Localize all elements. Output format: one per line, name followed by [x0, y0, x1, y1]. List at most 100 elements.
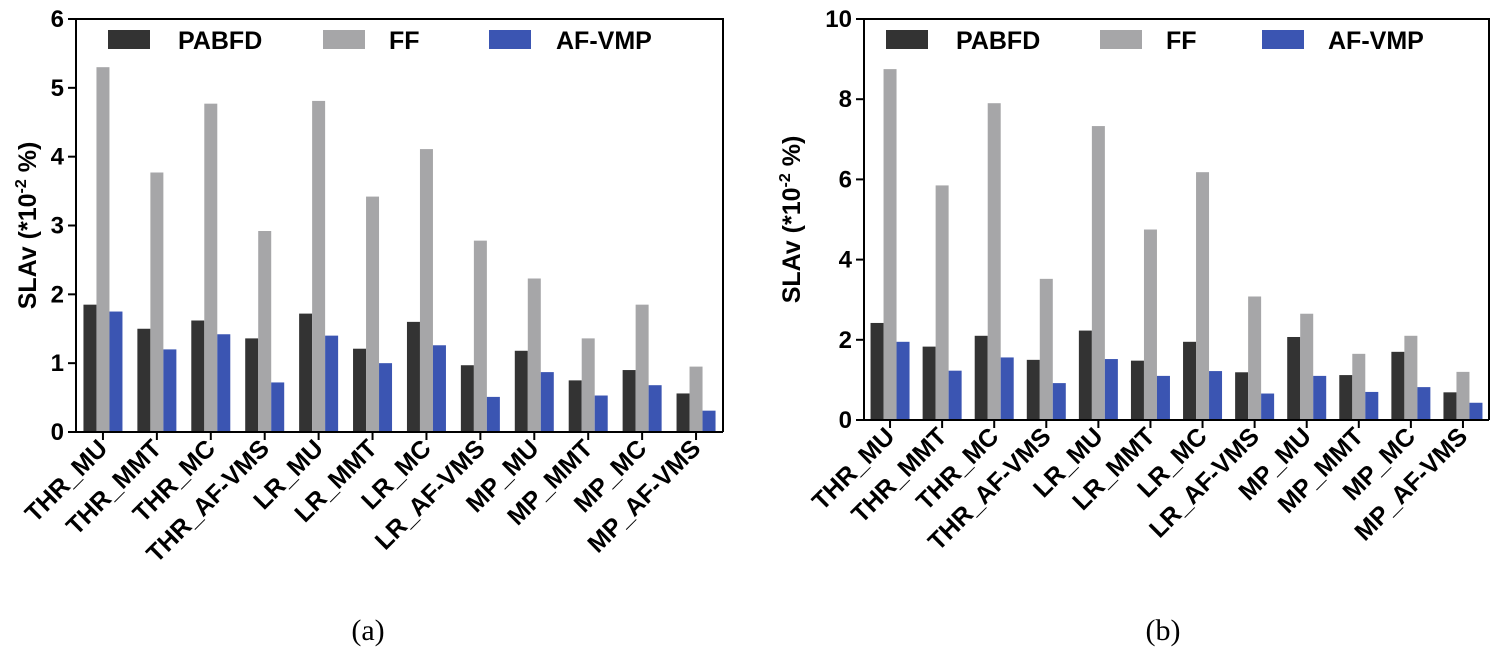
- panel-caption: (a): [351, 614, 384, 647]
- bar-af-vmp-lr-mc: [1209, 371, 1223, 420]
- bar-pabfd-mp-mu: [1287, 336, 1301, 420]
- bar-af-vmp-lr-mc: [432, 345, 446, 432]
- bar-pabfd-mp-mmt: [1339, 375, 1353, 420]
- y-tick-label: 5: [51, 75, 64, 102]
- y-axis-title-exponent: -2: [777, 173, 794, 187]
- y-axis-title-main: SLAv (*10: [778, 187, 806, 303]
- y-tick-label: 4: [839, 247, 853, 274]
- legend-swatch-pabfd: [886, 30, 928, 49]
- y-tick-label: 6: [839, 166, 852, 193]
- bar-pabfd-lr-mmt: [1130, 360, 1144, 420]
- bar-af-vmp-mp-mmt: [1365, 391, 1379, 420]
- legend-swatch-ff: [1100, 30, 1142, 49]
- bar-ff-lr-mmt: [1143, 229, 1157, 420]
- bar-ff-mp-mu: [527, 278, 541, 432]
- bar-af-vmp-mp-mc: [648, 385, 662, 432]
- y-tick-label: 10: [825, 6, 852, 33]
- legend-label-af-vmp: AF-VMP: [556, 27, 652, 55]
- bar-ff-lr-mc: [1196, 172, 1210, 420]
- bar-pabfd-mp-af-vms: [1443, 392, 1457, 420]
- legend-label-ff: FF: [1166, 27, 1197, 55]
- y-tick-label: 4: [51, 144, 65, 171]
- bar-ff-lr-mu: [1091, 126, 1105, 420]
- bar-ff-thr-mu: [883, 69, 897, 420]
- bar-pabfd-mp-mc: [1391, 351, 1405, 420]
- y-tick-label: 6: [51, 6, 64, 33]
- chart-panel-b: 0246810THR_MUTHR_MMTTHR_MCTHR_AF-VMSLR_M…: [777, 6, 1490, 647]
- bar-ff-mp-mmt: [1352, 353, 1366, 420]
- bar-ff-lr-mc: [419, 149, 433, 432]
- y-tick-label: 1: [51, 350, 64, 377]
- bar-pabfd-lr-mc: [406, 321, 420, 432]
- bar-pabfd-thr-mu: [870, 322, 884, 420]
- bar-af-vmp-thr-mu: [109, 311, 123, 432]
- bar-ff-lr-mu: [312, 100, 326, 432]
- bar-pabfd-lr-mc: [1183, 341, 1197, 420]
- bar-ff-mp-af-vms: [689, 366, 703, 432]
- bar-pabfd-lr-mu: [1078, 330, 1092, 420]
- bar-af-vmp-mp-af-vms: [702, 410, 716, 432]
- bar-pabfd-mp-mc: [622, 370, 636, 432]
- bar-ff-lr-mmt: [366, 196, 380, 432]
- y-axis-title: SLAv (*10-2 %): [13, 142, 42, 310]
- y-tick-label: 0: [51, 419, 64, 446]
- bar-af-vmp-mp-mmt: [594, 395, 608, 432]
- bar-af-vmp-lr-af-vms: [1261, 393, 1275, 420]
- bar-pabfd-thr-mc: [974, 335, 988, 420]
- y-tick-label: 3: [51, 213, 64, 240]
- legend-label-pabfd: PABFD: [178, 27, 262, 55]
- bar-af-vmp-thr-mc: [217, 334, 231, 432]
- bar-pabfd-lr-af-vms: [460, 365, 474, 432]
- y-axis-title-unit: %): [778, 136, 806, 174]
- bar-ff-mp-af-vms: [1456, 371, 1470, 420]
- bar-af-vmp-thr-mmt: [163, 349, 177, 432]
- legend-label-ff: FF: [389, 27, 420, 55]
- bar-af-vmp-lr-af-vms: [486, 396, 500, 432]
- bar-ff-thr-af-vms: [258, 231, 272, 432]
- bar-af-vmp-thr-af-vms: [271, 382, 285, 432]
- bar-af-vmp-mp-mu: [540, 372, 554, 432]
- y-axis-title-unit: %): [14, 142, 42, 180]
- bar-ff-mp-mu: [1300, 313, 1314, 420]
- y-tick-label: 0: [839, 407, 852, 434]
- bar-af-vmp-lr-mu: [325, 335, 339, 432]
- bar-pabfd-mp-mu: [514, 350, 528, 432]
- legend-swatch-af-vmp: [1262, 30, 1304, 49]
- bar-af-vmp-thr-mmt: [948, 370, 962, 420]
- bar-ff-mp-mc: [1404, 335, 1418, 420]
- bar-pabfd-thr-mu: [83, 304, 97, 432]
- bar-pabfd-mp-mmt: [568, 380, 582, 432]
- bar-af-vmp-thr-af-vms: [1052, 383, 1066, 420]
- bar-ff-thr-mmt: [935, 185, 949, 420]
- bar-pabfd-lr-mu: [299, 313, 313, 432]
- bar-pabfd-thr-af-vms: [1026, 359, 1040, 420]
- bar-pabfd-lr-af-vms: [1235, 372, 1249, 420]
- chart-panel-a: 0123456THR_MUTHR_MMTTHR_MCTHR_AF-VMSLR_M…: [13, 6, 724, 647]
- bar-ff-thr-mc: [987, 103, 1001, 421]
- legend-label-af-vmp: AF-VMP: [1328, 27, 1424, 55]
- legend-swatch-af-vmp: [489, 30, 531, 49]
- bar-ff-thr-mc: [204, 103, 218, 432]
- bar-ff-lr-af-vms: [473, 240, 487, 432]
- panel-caption: (b): [1146, 614, 1181, 647]
- legend-label-pabfd: PABFD: [956, 27, 1040, 55]
- bar-pabfd-thr-mc: [191, 320, 205, 432]
- bar-ff-mp-mmt: [581, 338, 595, 432]
- bar-ff-thr-mmt: [150, 172, 164, 432]
- bar-pabfd-thr-mmt: [922, 346, 936, 420]
- bar-af-vmp-thr-mu: [896, 341, 910, 420]
- bar-ff-mp-mc: [635, 304, 649, 432]
- bar-ff-thr-mu: [96, 67, 110, 432]
- y-axis-title-exponent: -2: [13, 179, 30, 193]
- bar-af-vmp-lr-mu: [1104, 359, 1118, 420]
- y-tick-label: 2: [839, 327, 852, 354]
- bar-af-vmp-mp-mc: [1417, 387, 1431, 420]
- legend-swatch-pabfd: [108, 30, 150, 49]
- bar-pabfd-mp-af-vms: [676, 393, 690, 432]
- y-tick-label: 2: [51, 281, 64, 308]
- y-axis-title: SLAv (*10-2 %): [777, 136, 806, 304]
- legend-swatch-ff: [323, 30, 365, 49]
- bar-af-vmp-mp-mu: [1313, 375, 1327, 420]
- bar-ff-lr-af-vms: [1248, 296, 1262, 420]
